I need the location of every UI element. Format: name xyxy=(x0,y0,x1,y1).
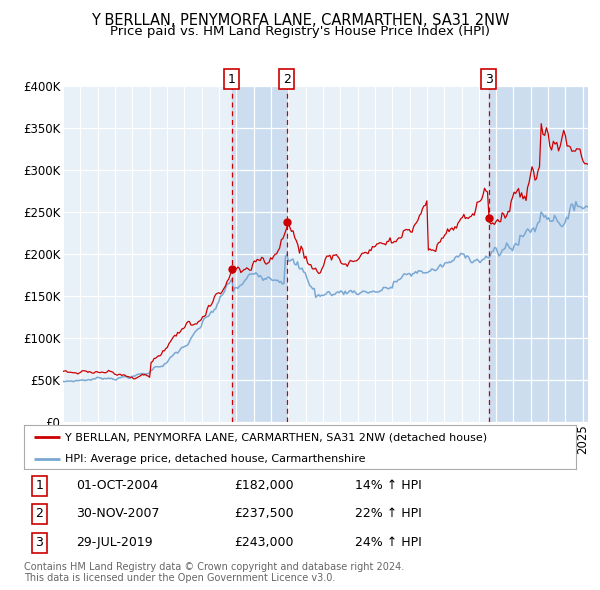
Text: £182,000: £182,000 xyxy=(234,480,293,493)
Text: 1: 1 xyxy=(35,480,43,493)
Bar xyxy=(489,86,588,422)
Text: 3: 3 xyxy=(485,73,493,86)
Text: 2: 2 xyxy=(35,507,43,520)
Text: HPI: Average price, detached house, Carmarthenshire: HPI: Average price, detached house, Carm… xyxy=(65,454,366,464)
Text: Contains HM Land Registry data © Crown copyright and database right 2024.
This d: Contains HM Land Registry data © Crown c… xyxy=(24,562,404,584)
Text: £237,500: £237,500 xyxy=(234,507,293,520)
Text: 14% ↑ HPI: 14% ↑ HPI xyxy=(355,480,422,493)
Bar xyxy=(232,86,287,422)
Text: 2: 2 xyxy=(283,73,291,86)
Text: 24% ↑ HPI: 24% ↑ HPI xyxy=(355,536,422,549)
Text: 22% ↑ HPI: 22% ↑ HPI xyxy=(355,507,422,520)
Text: 1: 1 xyxy=(228,73,236,86)
Text: Y BERLLAN, PENYMORFA LANE, CARMARTHEN, SA31 2NW (detached house): Y BERLLAN, PENYMORFA LANE, CARMARTHEN, S… xyxy=(65,432,488,442)
Text: 30-NOV-2007: 30-NOV-2007 xyxy=(76,507,160,520)
Text: 29-JUL-2019: 29-JUL-2019 xyxy=(76,536,153,549)
Text: 01-OCT-2004: 01-OCT-2004 xyxy=(76,480,158,493)
Text: £243,000: £243,000 xyxy=(234,536,293,549)
Text: Price paid vs. HM Land Registry's House Price Index (HPI): Price paid vs. HM Land Registry's House … xyxy=(110,25,490,38)
Text: 3: 3 xyxy=(35,536,43,549)
Text: Y BERLLAN, PENYMORFA LANE, CARMARTHEN, SA31 2NW: Y BERLLAN, PENYMORFA LANE, CARMARTHEN, S… xyxy=(91,13,509,28)
